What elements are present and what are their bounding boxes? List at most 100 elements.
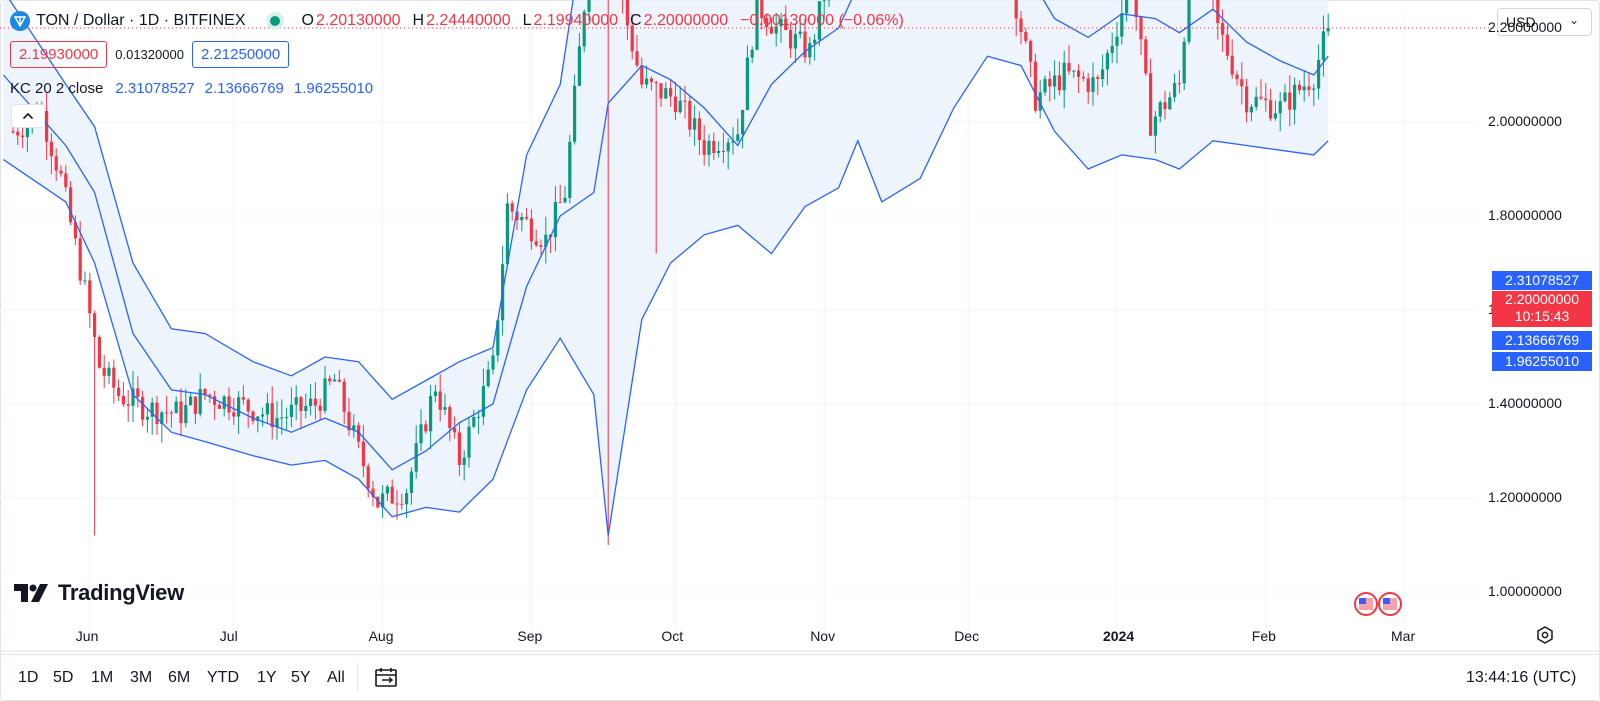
candle-body: [323, 378, 327, 411]
candle-body: [481, 386, 485, 417]
utc-clock[interactable]: 13:44:16 (UTC): [1466, 669, 1577, 686]
candle-body: [213, 396, 217, 405]
range-button-1m[interactable]: 1M: [91, 669, 114, 686]
candle-body: [318, 405, 322, 411]
candle-body: [88, 280, 92, 314]
candle-up: [726, 138, 730, 170]
range-button-5y[interactable]: 5Y: [291, 669, 311, 686]
candle-up: [1053, 60, 1057, 100]
candle-body: [1245, 86, 1249, 113]
candle-body: [510, 203, 514, 212]
candle-body: [309, 398, 313, 406]
candle-body: [453, 427, 457, 433]
candle-up: [409, 467, 413, 505]
kc-lower-value: 1.96255010: [293, 79, 374, 97]
candle-down: [630, 13, 634, 60]
candle-body: [222, 396, 226, 409]
candle-body: [265, 403, 269, 415]
price-axis-label: 1.00000000: [1488, 583, 1562, 599]
kc-upper-line: [8, 0, 574, 401]
range-button-3m[interactable]: 3M: [130, 669, 153, 686]
change-value: −0.00130000 (−0.06%): [740, 12, 904, 29]
candle-body: [1317, 59, 1321, 89]
candle-down: [69, 181, 73, 226]
range-button-1d[interactable]: 1D: [18, 669, 39, 686]
indicator-legend[interactable]: KC 20 2 close 2.31078527 2.13666769 1.96…: [10, 77, 373, 99]
candle-up: [145, 409, 149, 433]
candle-down: [1269, 88, 1273, 122]
candle-body: [280, 417, 284, 419]
candle-body: [11, 131, 15, 133]
range-button-ytd[interactable]: YTD: [207, 669, 239, 686]
time-axis-settings-icon[interactable]: [1535, 625, 1555, 650]
candle-body: [731, 140, 735, 143]
range-button-6m[interactable]: 6M: [168, 669, 191, 686]
candle-down: [649, 76, 653, 91]
collapse-legend-button[interactable]: [11, 104, 45, 128]
tradingview-logo[interactable]: TradingView: [14, 580, 184, 606]
candle-up: [83, 271, 87, 285]
candle-up: [1278, 91, 1282, 132]
candle-up: [222, 394, 226, 417]
candle-body: [179, 401, 183, 424]
candle-body: [1163, 102, 1167, 110]
candle-body: [337, 379, 341, 382]
candle-up: [1312, 83, 1316, 107]
candle-body: [457, 432, 461, 466]
candle-body: [491, 355, 495, 370]
candle-body: [102, 367, 106, 376]
symbol-title[interactable]: TON / Dollar · 1D · BITFINEX: [36, 12, 246, 29]
candle-body: [357, 425, 361, 442]
candle-up: [309, 383, 313, 416]
buy-button[interactable]: 2.21250000: [191, 40, 290, 68]
candle-up: [1125, 0, 1129, 22]
date-range-icon[interactable]: [374, 667, 400, 694]
market-status-icon[interactable]: [269, 16, 280, 26]
low-key: L: [522, 12, 532, 29]
candle-down: [337, 370, 341, 383]
candle-body: [121, 395, 125, 405]
us-economic-event-icon[interactable]: [1353, 591, 1405, 622]
range-button-1y[interactable]: 1Y: [257, 669, 277, 686]
currency-selector[interactable]: USD ⌄: [1497, 8, 1592, 36]
candle-body: [1249, 106, 1253, 113]
candle-up: [1182, 37, 1186, 91]
candle-up: [582, 9, 586, 53]
sell-button[interactable]: 2.19930000: [10, 40, 108, 68]
symbol-legend[interactable]: TON / Dollar · 1D · BITFINEX O 2.20130000…: [10, 9, 904, 33]
candle-body: [443, 407, 447, 410]
candle-body: [726, 142, 730, 152]
candle-body: [625, 0, 629, 26]
candle-body: [1278, 101, 1282, 114]
candle-body: [573, 85, 577, 142]
candle-body: [760, 0, 764, 19]
candle-body: [635, 51, 639, 66]
candle-body: [707, 140, 711, 155]
candle-body: [1033, 61, 1037, 111]
candle-up: [822, 0, 826, 20]
range-button-5d[interactable]: 5D: [53, 669, 74, 686]
candle-up: [1153, 111, 1157, 154]
candle-up: [472, 409, 476, 429]
range-button-all[interactable]: All: [327, 669, 345, 686]
candle-body: [241, 397, 245, 400]
candle-up: [774, 12, 778, 47]
candle-body: [1158, 102, 1162, 117]
candle-body: [126, 404, 130, 406]
candle-body: [73, 222, 77, 239]
indicator-title[interactable]: KC 20 2 close: [10, 79, 104, 97]
chevron-up-icon: [22, 112, 34, 120]
candle-body: [438, 391, 442, 410]
candle-down: [1077, 64, 1081, 93]
candle-up: [736, 118, 740, 143]
candle-body: [1077, 70, 1081, 77]
candle-body: [683, 100, 687, 102]
candle-up: [237, 390, 241, 435]
close-value: 2.20000000: [643, 12, 729, 29]
candle-body: [472, 417, 476, 427]
candle-body: [193, 396, 197, 414]
candle-up: [1043, 75, 1047, 96]
candle-down: [558, 184, 562, 204]
candle-body: [366, 466, 370, 489]
